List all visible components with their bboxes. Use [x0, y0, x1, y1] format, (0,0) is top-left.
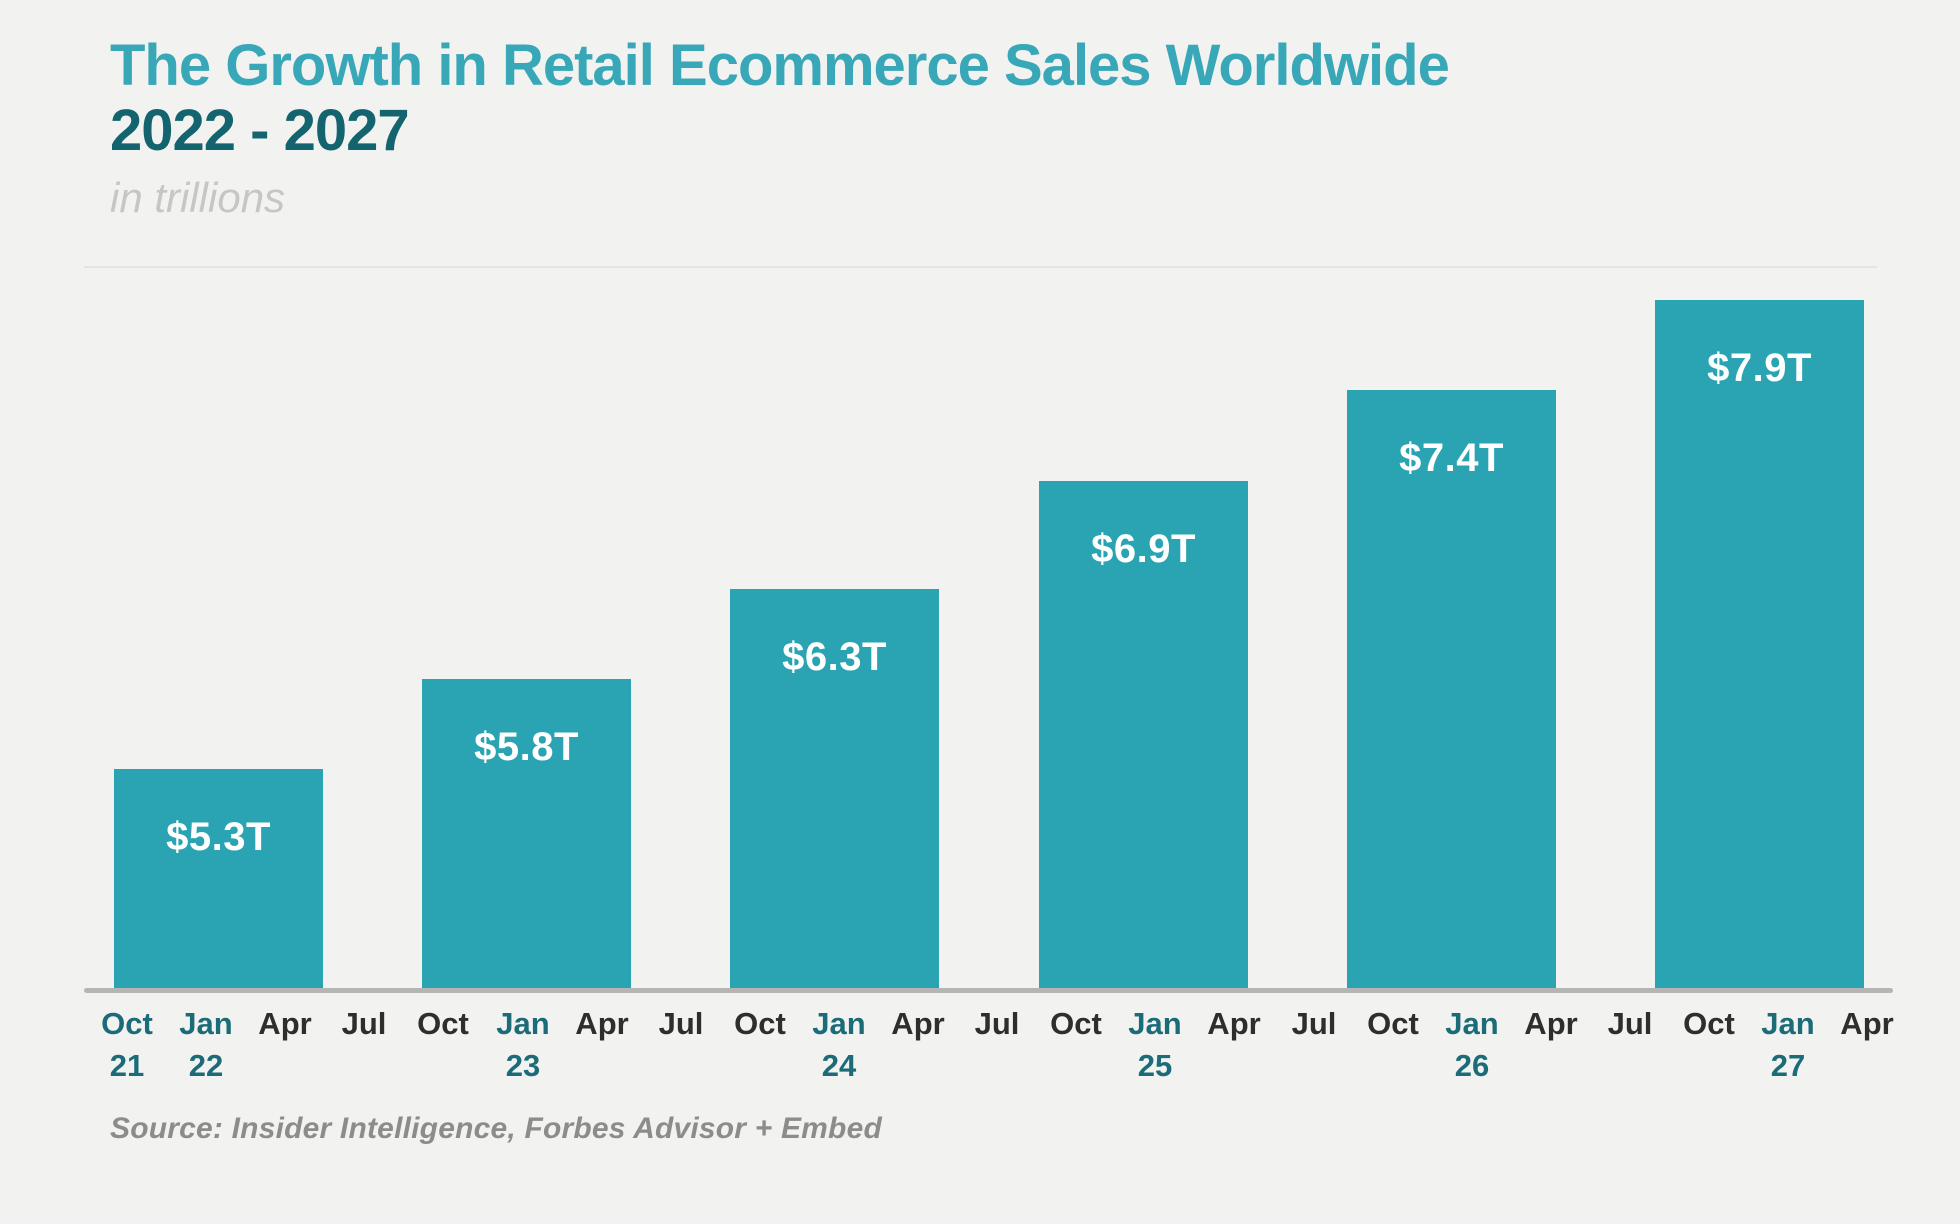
x-tick-oct: Oct [734, 1008, 786, 1039]
chart-title-line2: 2022 - 2027 [110, 97, 410, 163]
x-tick-year-label: 21 [109, 1048, 145, 1083]
x-tick-month-label: Oct [734, 1006, 786, 1041]
x-tick-year-label: 26 [1454, 1048, 1490, 1083]
x-tick-apr: Apr [258, 1008, 311, 1039]
bar-value-label: $7.4T [1399, 436, 1504, 480]
chart-title: The Growth in Retail Ecommerce Sales Wor… [110, 33, 1450, 164]
x-tick-month-label: Jul [341, 1006, 387, 1041]
chart-subtitle: in trillions [110, 173, 286, 221]
x-tick-month-label: Jul [658, 1006, 704, 1041]
x-tick-jan-26: Jan 26 [1445, 1008, 1498, 1081]
x-tick-jan-22: Jan 22 [179, 1008, 232, 1081]
x-tick-jan-23: Jan 23 [496, 1008, 549, 1081]
x-tick-month-label: Jan [496, 1006, 550, 1041]
x-tick-oct: Oct [417, 1008, 469, 1039]
x-tick-jan-27: Jan 27 [1761, 1008, 1814, 1081]
x-tick-month-label: Oct [1367, 1006, 1419, 1041]
bar-jan-24: $6.3T [730, 589, 939, 988]
x-tick-apr: Apr [1207, 1008, 1260, 1039]
x-tick-oct-21: Oct 21 [101, 1008, 153, 1081]
bar-value-label: $6.9T [1091, 527, 1196, 571]
chart-title-line1: The Growth in Retail Ecommerce Sales Wor… [110, 33, 1450, 98]
x-tick-apr: Apr [575, 1008, 628, 1039]
chart-header: The Growth in Retail Ecommerce Sales Wor… [110, 33, 1450, 222]
x-tick-year-label: 23 [505, 1048, 541, 1083]
x-tick-month-label: Jan [1445, 1006, 1499, 1041]
x-tick-month-label: Apr [1840, 1006, 1894, 1041]
x-tick-month-label: Apr [575, 1006, 629, 1041]
x-tick-jul: Jul [1292, 1008, 1337, 1039]
x-tick-jul: Jul [1608, 1008, 1653, 1039]
x-axis: Oct 21 Jan 22 Apr Jul Oct Jan 23 Apr Jul Oct Jan 24 Ap… [0, 1008, 1960, 1108]
x-tick-month-label: Oct [1050, 1006, 1102, 1041]
x-tick-jan-25: Jan 25 [1128, 1008, 1181, 1081]
bar-value-label: $7.9T [1707, 346, 1812, 390]
x-tick-oct: Oct [1367, 1008, 1419, 1039]
x-tick-jul: Jul [975, 1008, 1020, 1039]
x-tick-year-label: 27 [1770, 1048, 1806, 1083]
bar-value-label: $5.3T [166, 815, 271, 859]
x-tick-jan-24: Jan 24 [812, 1008, 865, 1081]
x-tick-month-label: Jul [1291, 1006, 1337, 1041]
x-tick-month-label: Oct [1683, 1006, 1735, 1041]
bar-chart: $5.3T $5.8T $6.3T $6.9T $7.4T $7.9T [114, 300, 1864, 988]
x-tick-apr: Apr [1524, 1008, 1577, 1039]
x-tick-month-label: Apr [1207, 1006, 1261, 1041]
x-tick-month-label: Jul [974, 1006, 1020, 1041]
x-tick-month-label: Oct [101, 1006, 153, 1041]
x-tick-month-label: Jan [812, 1006, 866, 1041]
x-tick-month-label: Jan [1128, 1006, 1182, 1041]
x-tick-oct: Oct [1050, 1008, 1102, 1039]
bar-value-label: $5.8T [474, 725, 579, 769]
x-tick-month-label: Oct [417, 1006, 469, 1041]
bar-jan-26: $7.4T [1347, 390, 1556, 988]
x-tick-year-label: 24 [821, 1048, 857, 1083]
header-divider-line [84, 266, 1877, 268]
x-tick-jul: Jul [342, 1008, 387, 1039]
x-tick-oct: Oct [1683, 1008, 1735, 1039]
x-tick-month-label: Apr [1524, 1006, 1578, 1041]
x-tick-apr: Apr [891, 1008, 944, 1039]
x-tick-month-label: Jan [1761, 1006, 1815, 1041]
bar-jan-25: $6.9T [1039, 481, 1248, 988]
bar-jan-22: $5.3T [114, 769, 323, 988]
x-tick-month-label: Jul [1607, 1006, 1653, 1041]
x-tick-month-label: Apr [891, 1006, 945, 1041]
x-axis-baseline [84, 988, 1893, 993]
x-tick-year-label: 25 [1137, 1048, 1173, 1083]
x-tick-apr: Apr [1840, 1008, 1893, 1039]
x-tick-jul: Jul [659, 1008, 704, 1039]
bar-jan-27: $7.9T [1655, 300, 1864, 988]
x-tick-month-label: Apr [258, 1006, 312, 1041]
bar-value-label: $6.3T [782, 635, 887, 679]
bar-jan-23: $5.8T [422, 679, 631, 988]
x-tick-month-label: Jan [179, 1006, 233, 1041]
source-attribution: Source: Insider Intelligence, Forbes Adv… [110, 1112, 882, 1145]
x-tick-year-label: 22 [188, 1048, 224, 1083]
